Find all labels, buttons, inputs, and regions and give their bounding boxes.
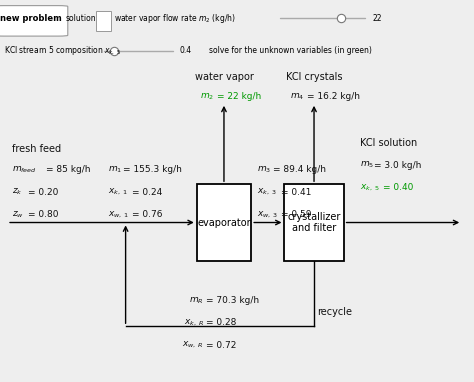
Text: $x_{k,\ 3}$: $x_{k,\ 3}$ xyxy=(257,187,277,197)
Text: $m_2$: $m_2$ xyxy=(201,91,214,102)
Text: $z_w$: $z_w$ xyxy=(12,209,24,220)
Text: = 89.4 kg/h: = 89.4 kg/h xyxy=(273,165,326,175)
Text: = 70.3 kg/h: = 70.3 kg/h xyxy=(206,296,259,305)
Text: KCl solution: KCl solution xyxy=(360,138,418,148)
Text: $m_1$: $m_1$ xyxy=(108,165,122,175)
Text: KCl crystals: KCl crystals xyxy=(286,72,342,83)
Text: $m_4$: $m_4$ xyxy=(290,91,304,102)
Text: 22: 22 xyxy=(372,13,382,23)
Text: = 0.76: = 0.76 xyxy=(132,210,162,219)
Text: KCl stream 5 composition $x_{k,\ 5}$: KCl stream 5 composition $x_{k,\ 5}$ xyxy=(4,44,121,57)
Text: = 85 kg/h: = 85 kg/h xyxy=(46,165,91,175)
Text: = 22 kg/h: = 22 kg/h xyxy=(217,92,261,101)
Text: water vapor flow rate $m_2$ (kg/h): water vapor flow rate $m_2$ (kg/h) xyxy=(114,11,236,24)
Text: = 0.72: = 0.72 xyxy=(206,341,237,350)
Text: $x_{k,\ 1}$: $x_{k,\ 1}$ xyxy=(108,187,128,197)
Text: = 0.28: = 0.28 xyxy=(206,319,237,327)
Text: = 0.40: = 0.40 xyxy=(383,183,413,192)
Text: solve for the unknown variables (in green): solve for the unknown variables (in gree… xyxy=(209,46,372,55)
Text: $m_5$: $m_5$ xyxy=(360,160,374,170)
Text: = 0.41: = 0.41 xyxy=(281,188,311,197)
Text: recycle: recycle xyxy=(318,307,353,317)
Text: = 16.2 kg/h: = 16.2 kg/h xyxy=(307,92,360,101)
Text: $m_{feed}$: $m_{feed}$ xyxy=(12,165,36,175)
Text: $m_R$: $m_R$ xyxy=(189,295,204,306)
Text: solution: solution xyxy=(65,13,96,23)
Text: = 0.59: = 0.59 xyxy=(281,210,311,219)
Text: $x_{k,\ R}$: $x_{k,\ R}$ xyxy=(183,318,204,328)
FancyBboxPatch shape xyxy=(0,6,68,36)
Text: $x_{w,\ 1}$: $x_{w,\ 1}$ xyxy=(108,209,129,220)
Text: $x_{w,\ R}$: $x_{w,\ R}$ xyxy=(182,340,204,350)
Text: 0.4: 0.4 xyxy=(179,46,191,55)
Bar xyxy=(197,184,251,261)
Text: = 0.20: = 0.20 xyxy=(28,188,59,197)
Text: = 0.80: = 0.80 xyxy=(28,210,59,219)
Text: water vapor: water vapor xyxy=(194,72,254,83)
Text: $x_{k,\ 5}$: $x_{k,\ 5}$ xyxy=(360,182,380,193)
Text: $z_k$: $z_k$ xyxy=(12,187,22,197)
Text: = 155.3 kg/h: = 155.3 kg/h xyxy=(123,165,182,175)
Text: evaporator: evaporator xyxy=(197,217,251,228)
Text: = 3.0 kg/h: = 3.0 kg/h xyxy=(374,160,422,170)
Text: fresh feed: fresh feed xyxy=(12,144,61,154)
Text: crystallizer
and filter: crystallizer and filter xyxy=(287,212,341,233)
Bar xyxy=(284,184,344,261)
FancyBboxPatch shape xyxy=(96,11,111,31)
Text: new problem: new problem xyxy=(0,13,62,23)
Text: = 0.24: = 0.24 xyxy=(132,188,162,197)
Text: $x_{w,\ 3}$: $x_{w,\ 3}$ xyxy=(257,209,279,220)
Text: $m_3$: $m_3$ xyxy=(257,165,272,175)
